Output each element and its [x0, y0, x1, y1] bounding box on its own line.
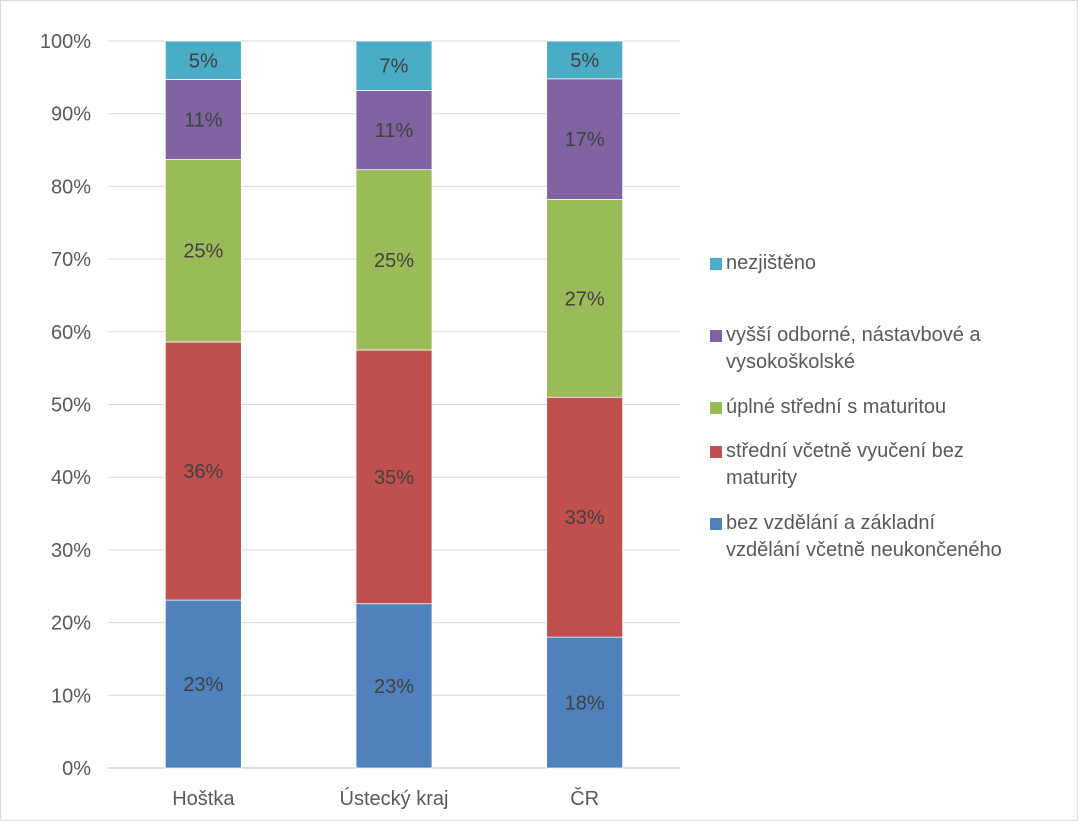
legend-swatch: [710, 446, 722, 458]
bar-segment: [546, 199, 624, 398]
y-tick-label: 80%: [51, 176, 91, 198]
data-label: 18%: [565, 693, 605, 715]
y-tick-label: 70%: [51, 249, 91, 271]
legend-item: nezjištěno: [710, 250, 816, 277]
legend-item: střední včetně vyučení bez maturity: [710, 438, 964, 492]
y-tick-label: 100%: [40, 31, 91, 53]
data-label: 7%: [380, 56, 409, 78]
data-label: 36%: [183, 461, 223, 483]
y-tick-label: 20%: [51, 613, 91, 635]
bar-segment: [355, 603, 433, 769]
legend-item: bez vzdělání a základní vzdělání včetně n…: [710, 510, 1002, 564]
bar-segment: [546, 78, 624, 200]
data-label: 5%: [189, 50, 218, 72]
data-label: 23%: [374, 676, 414, 698]
bar-segment: [355, 169, 433, 351]
bar-segment: [164, 599, 242, 769]
bar-segment: [546, 636, 624, 769]
legend-swatch: [710, 402, 722, 414]
data-label: 23%: [183, 674, 223, 696]
bar-segment: [164, 159, 242, 343]
legend-label: vyšší odborné, nástavbové a vysokoškolské: [726, 324, 981, 373]
legend-label: střední včetně vyučení bez maturity: [726, 440, 964, 489]
bar-segment: [355, 40, 433, 91]
y-tick-label: 10%: [51, 685, 91, 707]
x-tick-label: ČR: [570, 787, 599, 810]
bar-segment: [164, 40, 242, 80]
data-label: 27%: [565, 288, 605, 310]
y-tick-label: 90%: [51, 104, 91, 126]
y-axis-tick-labels: 0% 10% 20% 30% 40% 50% 60% 70% 80% 90% 100%: [40, 31, 91, 780]
data-label: 11%: [375, 120, 414, 142]
data-label: 11%: [184, 110, 223, 132]
y-tick-label: 0%: [62, 758, 91, 780]
bar-segment: [546, 40, 624, 80]
data-label: 25%: [183, 241, 223, 263]
legend-swatch: [710, 258, 722, 270]
data-label: 17%: [565, 129, 605, 151]
data-label: 33%: [565, 507, 605, 529]
bar-segment: [546, 396, 624, 638]
y-tick-label: 50%: [51, 395, 91, 417]
bar-segment: [355, 90, 433, 171]
y-tick-label: 40%: [51, 467, 91, 489]
legend-label: bez vzdělání a základní vzdělání včetně n…: [726, 512, 1002, 561]
bar-segment: [355, 349, 433, 605]
bar-segment: [164, 79, 242, 160]
legend-item: úplné střední s maturitou: [710, 394, 946, 421]
legend-label: nezjištěno: [726, 252, 817, 274]
data-label: 35%: [374, 467, 414, 489]
x-axis-tick-labels: Hoštka Ústecký kraj ČR: [172, 787, 599, 810]
bars: 23% 36% 25% 11% 5% 23% 35% 25% 11% 7% 18% 33% 27% 17%…: [164, 40, 624, 769]
y-tick-label: 60%: [51, 322, 91, 344]
legend-label: úplné střední s maturitou: [726, 396, 947, 418]
x-tick-label: Hoštka: [172, 788, 235, 810]
legend-item: vyšší odborné, nástavbové a vysokoškolské: [710, 322, 981, 376]
data-label: 25%: [374, 250, 414, 272]
x-tick-label: Ústecký kraj: [340, 787, 449, 810]
data-label: 5%: [570, 50, 599, 72]
y-tick-label: 30%: [51, 540, 91, 562]
legend-swatch: [710, 330, 722, 342]
bar-segment: [164, 341, 242, 601]
legend-swatch: [710, 518, 722, 530]
